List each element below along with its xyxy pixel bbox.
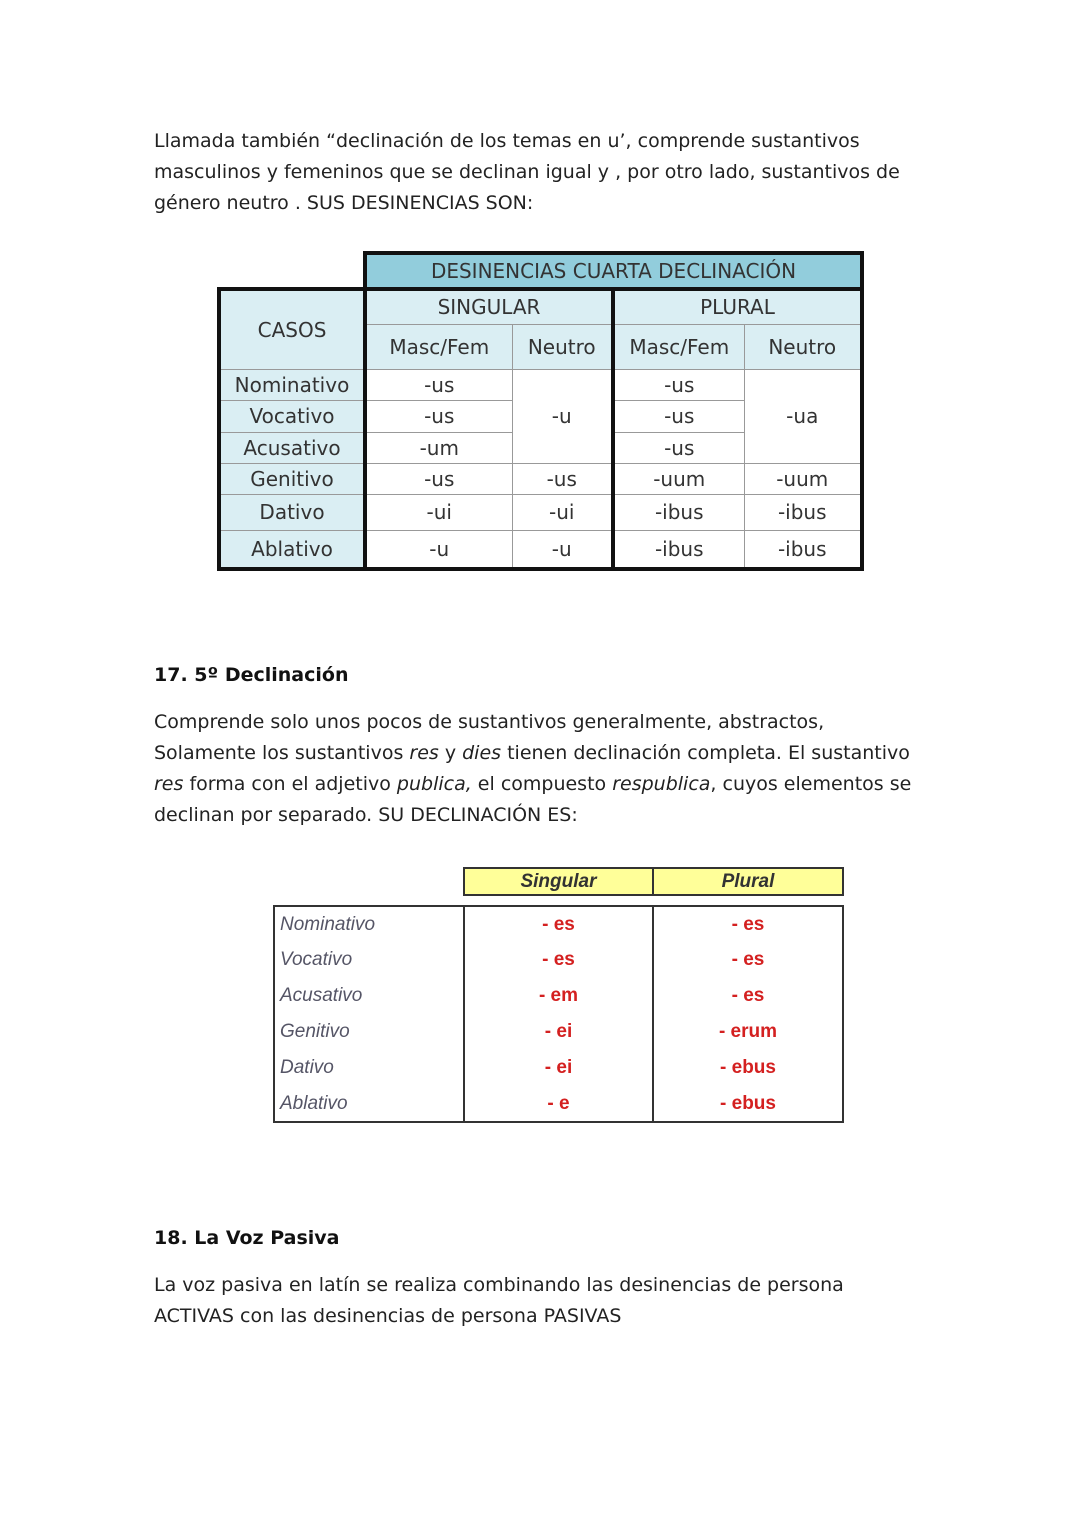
cell: -us — [364, 368, 513, 401]
ending: - es — [464, 905, 654, 942]
case-name: Genitivo — [217, 462, 367, 495]
header-row: Singular Plural — [274, 867, 844, 896]
table-body: Singular Plural Nominativo - es - es Vocativo… — [273, 867, 844, 1123]
subheader: Masc/Fem — [364, 323, 513, 370]
case-name: Vocativo — [217, 399, 367, 433]
ending: - es — [653, 905, 844, 942]
table-row: Genitivo - ei - erum — [273, 1014, 844, 1050]
text-run: respublica — [612, 773, 711, 795]
section-heading: 18. La Voz Pasiva — [154, 1227, 340, 1249]
table-row: Ablativo - e- ebus — [273, 1086, 844, 1123]
case-name: Acusativo — [273, 978, 465, 1014]
cell: -um — [364, 431, 513, 464]
singular-header: SINGULAR — [364, 288, 615, 325]
spacer-row — [274, 895, 843, 906]
text-run: publica, — [396, 773, 472, 795]
case-name: Ablativo — [273, 1086, 465, 1123]
plural-header: PLURAL — [612, 288, 864, 325]
ending: - ebus — [653, 1086, 844, 1123]
ending: - ei — [464, 1050, 654, 1086]
column-header: Singular — [463, 867, 654, 896]
subheader: Neutro — [511, 323, 615, 370]
case-name: Dativo — [273, 1050, 465, 1086]
text-run: dies — [462, 742, 502, 764]
section-paragraph: La voz pasiva en latín se realiza combin… — [154, 1274, 844, 1327]
section-heading: 17. 5º Declinación — [154, 664, 349, 686]
text-run: forma con el adjetivo — [183, 773, 397, 795]
cell: -uum — [612, 462, 745, 495]
cell: -us — [364, 462, 513, 495]
text-run: el compuesto — [471, 773, 613, 795]
cell: -u — [364, 529, 513, 571]
cell: -us — [364, 399, 513, 433]
cell: -ui — [511, 493, 615, 531]
cell: -ibus — [612, 529, 745, 571]
fourth-declension-table: DESINENCIAS CUARTA DECLINACIÓN CASOS SIN… — [217, 251, 864, 571]
section-paragraph: Comprende solo unos pocos de sustantivos… — [154, 707, 929, 831]
ending: - e — [464, 1086, 654, 1123]
table-title: DESINENCIAS CUARTA DECLINACIÓN — [363, 251, 864, 291]
table-row: Vocativo - es - es — [273, 942, 844, 978]
subheader: Neutro — [743, 323, 864, 370]
cell: -u — [511, 529, 615, 571]
text-run: y — [438, 742, 463, 764]
cell: -us — [612, 368, 745, 401]
cell: -ua — [743, 368, 864, 464]
cell: -us — [511, 462, 615, 495]
case-name: Genitivo — [273, 1014, 465, 1050]
cell: -ibus — [743, 493, 864, 531]
ending: - ebus — [653, 1050, 844, 1086]
ending: - es — [653, 942, 844, 978]
cell: -u — [511, 368, 615, 464]
case-name: Vocativo — [273, 942, 465, 978]
cases-header: CASOS — [217, 287, 367, 370]
subheader: Masc/Fem — [612, 323, 745, 370]
ending: - ei — [464, 1014, 654, 1050]
cell: -ibus — [743, 529, 864, 571]
ending: - es — [464, 942, 654, 978]
cell: -us — [612, 431, 745, 464]
ending: - es — [653, 978, 844, 1014]
column-header: Plural — [652, 867, 844, 896]
case-name: Nominativo — [273, 905, 465, 942]
cell: -ibus — [612, 493, 745, 531]
case-name: Nominativo — [217, 368, 367, 401]
cell: -us — [612, 399, 745, 433]
cell: -ui — [364, 493, 513, 531]
fifth-declension-table: Singular Plural Nominativo - es - es Vocativo… — [273, 867, 844, 1123]
text-run: tienen declinación completa. El sustanti… — [501, 742, 910, 764]
text-run: res — [409, 742, 439, 764]
case-name: Dativo — [217, 493, 367, 531]
text-run: res — [154, 773, 184, 795]
text-run: Comprende solo unos pocos de sustantivos… — [154, 711, 825, 764]
table-row: Dativo - ei - ebus — [273, 1050, 844, 1086]
blank-cell — [274, 868, 464, 895]
cell: -uum — [743, 462, 864, 495]
table-row: Acusativo - em - es — [273, 978, 844, 1014]
ending: - erum — [653, 1014, 844, 1050]
case-name: Acusativo — [217, 431, 367, 464]
text-run: , cuyos elementos se declinan por separa… — [154, 773, 912, 826]
case-name: Ablativo — [217, 529, 367, 571]
ending: - em — [464, 978, 654, 1014]
table-row: Nominativo - es - es — [273, 905, 844, 942]
intro-paragraph: Llamada también “declinación de los tema… — [154, 130, 900, 214]
